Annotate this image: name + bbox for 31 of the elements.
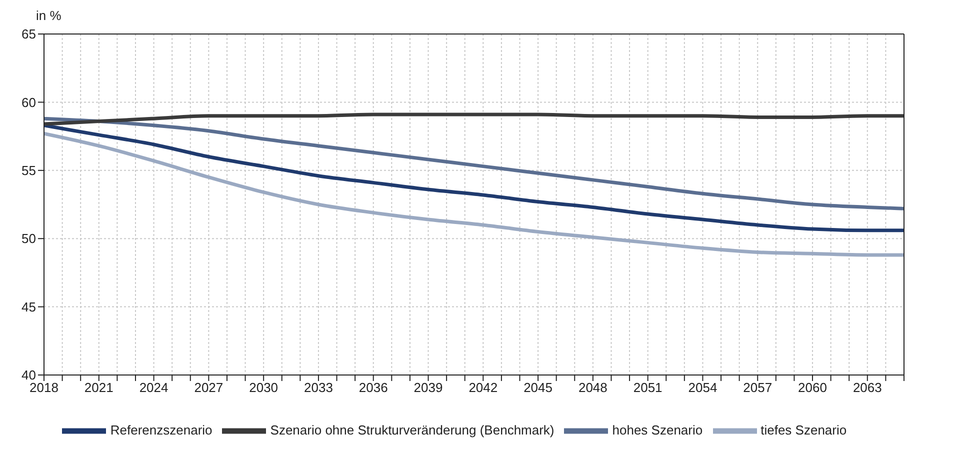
x-tick-label: 2024 [139, 380, 168, 396]
y-tick-label: 45 [22, 299, 36, 314]
x-tick-label: 2018 [30, 380, 58, 396]
line-series [44, 124, 904, 232]
y-tick-label: 55 [22, 163, 36, 178]
legend-label: Szenario ohne Strukturveränderung (Benchmark) [270, 422, 554, 438]
x-tick-label: 2033 [304, 380, 333, 396]
x-tick-label: 2027 [194, 380, 224, 396]
x-tick-label: 2051 [633, 380, 662, 396]
x-tick-label: 2054 [688, 380, 718, 396]
line-series [44, 112, 904, 126]
line-series [44, 116, 904, 210]
line-series [44, 132, 904, 257]
y-tick-label: 50 [22, 231, 36, 246]
y-tick-label: 40 [22, 368, 36, 383]
x-tick-label: 2039 [414, 380, 443, 396]
x-tick-label: 2042 [468, 380, 498, 396]
x-tick-label: 2036 [358, 380, 388, 396]
legend-label: tiefes Szenario [760, 422, 847, 438]
x-tick-label: 2063 [852, 380, 882, 396]
x-tick-label: 2057 [743, 380, 772, 396]
legend-label: hohes Szenario [612, 422, 703, 438]
y-axis-title: in % [36, 8, 62, 23]
y-tick-label: 65 [22, 26, 36, 42]
x-tick-label: 2045 [524, 380, 553, 396]
x-tick-label: 2030 [249, 380, 278, 396]
x-tick-label: 2060 [798, 380, 827, 396]
legend-label: Referenzszenario [110, 422, 212, 438]
y-tick-label: 60 [22, 94, 36, 110]
x-tick-label: 2021 [84, 380, 114, 396]
x-tick-label: 2048 [578, 380, 608, 396]
